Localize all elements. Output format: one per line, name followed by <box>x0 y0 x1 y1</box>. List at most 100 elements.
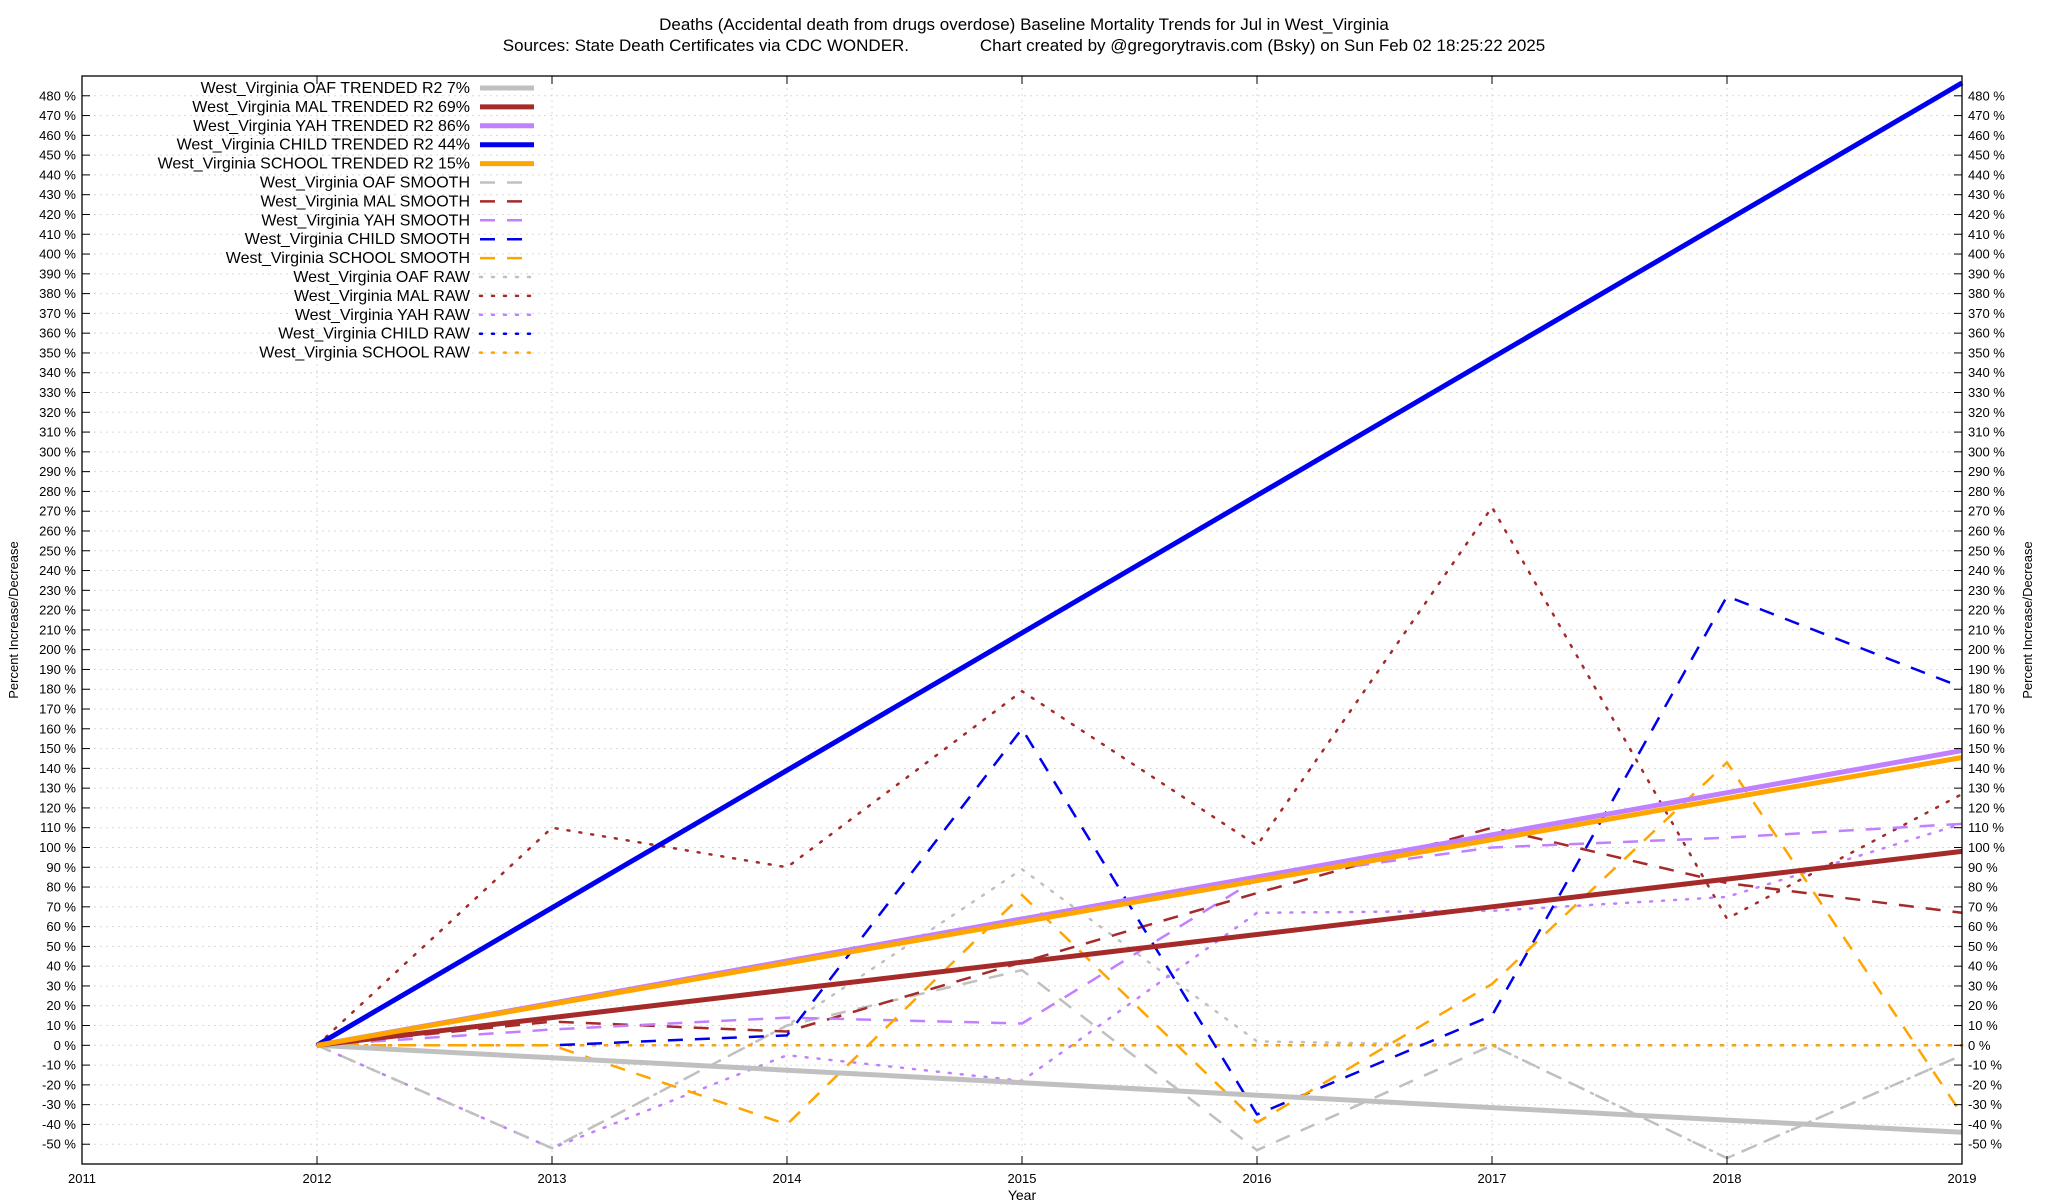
y-tick-label: 250 % <box>39 543 76 558</box>
chart-title-line1: Deaths (Accidental death from drugs over… <box>659 15 1389 34</box>
y-tick-label: 410 % <box>39 227 76 242</box>
y-tick-label-right: 90 % <box>1968 860 1998 875</box>
y-tick-label: 310 % <box>39 425 76 440</box>
y-tick-label: 100 % <box>39 840 76 855</box>
x-tick-label: 2019 <box>1948 1171 1977 1186</box>
y-tick-label: 30 % <box>46 978 76 993</box>
y-tick-label: 130 % <box>39 781 76 796</box>
y-tick-label-right: -40 % <box>1968 1117 2002 1132</box>
y-tick-label-right: 320 % <box>1968 405 2005 420</box>
y-tick-label-right: 250 % <box>1968 543 2005 558</box>
y-tick-label: 240 % <box>39 563 76 578</box>
y-tick-label-right: 0 % <box>1968 1038 1991 1053</box>
series-line-1 <box>316 848 1963 1048</box>
axes: -50 % -50 % -40 % -40 % -30 % -30 % -20 % -20 %… <box>39 76 2005 1186</box>
x-tick-label: 2016 <box>1243 1171 1272 1186</box>
legend-label: West_Virginia YAH SMOOTH <box>261 212 470 229</box>
series-line-11 <box>315 505 1964 1047</box>
legend-label: West_Virginia SCHOOL TRENDED R2 15% <box>158 156 470 173</box>
y-tick-label: 260 % <box>39 523 76 538</box>
y-tick-label-right: 70 % <box>1968 899 1998 914</box>
y-tick-label: 0 % <box>54 1038 77 1053</box>
y-tick-label-right: 400 % <box>1968 247 2005 262</box>
y-tick-label: 360 % <box>39 326 76 341</box>
x-tick-label: 2012 <box>303 1171 332 1186</box>
y-tick-label-right: 370 % <box>1968 306 2005 321</box>
legend-label: West_Virginia MAL TRENDED R2 69% <box>192 99 470 116</box>
legend-label: West_Virginia OAF RAW <box>293 269 471 286</box>
y-tick-label: 110 % <box>40 820 76 835</box>
y-tick-label: 330 % <box>39 385 76 400</box>
y-tick-label: 390 % <box>39 266 76 281</box>
y-tick-label: 270 % <box>39 504 76 519</box>
y-tick-label-right: 60 % <box>1968 919 1998 934</box>
y-tick-label: 400 % <box>39 247 76 262</box>
x-tick-label: 2018 <box>1713 1171 1742 1186</box>
legend: West_Virginia OAF TRENDED R2 7% West_Virg… <box>158 80 536 362</box>
series-line-7 <box>316 822 1963 1047</box>
y-tick-label-right: -50 % <box>1968 1137 2002 1152</box>
y-tick-label: -30 % <box>42 1097 76 1112</box>
y-tick-label: 40 % <box>46 959 76 974</box>
legend-label: West_Virginia YAH RAW <box>295 307 471 324</box>
y-tick-label-right: 130 % <box>1968 781 2005 796</box>
x-tick-label: 2017 <box>1478 1171 1507 1186</box>
y-tick-label-right: 200 % <box>1968 642 2005 657</box>
y-tick-label: 380 % <box>39 286 76 301</box>
y-tick-label: 50 % <box>46 939 76 954</box>
x-tick-label: 2014 <box>773 1171 802 1186</box>
y-tick-label-right: 260 % <box>1968 523 2005 538</box>
y-tick-label-right: 360 % <box>1968 326 2005 341</box>
y-tick-label-right: 440 % <box>1968 167 2005 182</box>
series-line-6 <box>316 826 1963 1047</box>
y-tick-label-right: 290 % <box>1968 464 2005 479</box>
y-tick-label-right: 150 % <box>1968 741 2005 756</box>
y-tick-label-right: 460 % <box>1968 128 2005 143</box>
y-tick-label: 470 % <box>39 108 76 123</box>
y-tick-label: 300 % <box>39 444 76 459</box>
legend-label: West_Virginia OAF TRENDED R2 7% <box>201 80 470 97</box>
series-line-9 <box>317 761 1964 1126</box>
y-tick-label: 280 % <box>39 484 76 499</box>
y-tick-label-right: 410 % <box>1968 227 2005 242</box>
legend-label: West_Virginia SCHOOL RAW <box>259 345 471 362</box>
y-tick-label-right: 80 % <box>1968 880 1998 895</box>
y-tick-label: 450 % <box>39 148 76 163</box>
series-line-4 <box>316 755 1963 1048</box>
y-tick-label-right: 170 % <box>1968 702 2005 717</box>
legend-label: West_Virginia CHILD RAW <box>278 326 471 343</box>
y-tick-label-right: 50 % <box>1968 939 1998 954</box>
legend-label: West_Virginia SCHOOL SMOOTH <box>226 250 470 267</box>
y-tick-label: 350 % <box>39 345 76 360</box>
series-line-5 <box>316 968 1963 1160</box>
x-tick-label: 2015 <box>1008 1171 1037 1186</box>
legend-label: West_Virginia MAL RAW <box>294 288 471 305</box>
y-tick-label-right: 180 % <box>1968 682 2005 697</box>
y-tick-label-right: 220 % <box>1968 603 2005 618</box>
y-tick-label-right: -10 % <box>1968 1058 2002 1073</box>
x-axis-label: Year <box>1008 1187 1037 1200</box>
legend-label: West_Virginia CHILD SMOOTH <box>245 231 470 248</box>
chart-title-line2: Sources: State Death Certificates via CD… <box>502 36 1546 55</box>
y-tick-label: 230 % <box>39 583 76 598</box>
y-tick-label: 60 % <box>46 919 76 934</box>
y-tick-label: 70 % <box>46 899 76 914</box>
y-tick-label: 200 % <box>39 642 76 657</box>
x-tick-label: 2011 <box>68 1171 96 1186</box>
y-tick-label-right: 160 % <box>1968 721 2005 736</box>
y-tick-label: 340 % <box>39 365 76 380</box>
y-tick-label: 460 % <box>39 128 76 143</box>
y-tick-label-right: 310 % <box>1968 425 2005 440</box>
y-tick-label-right: 40 % <box>1968 959 1998 974</box>
y-tick-label-right: 300 % <box>1968 444 2005 459</box>
y-tick-label: 480 % <box>39 88 76 103</box>
y-tick-label-right: 230 % <box>1968 583 2005 598</box>
y-tick-label-right: 10 % <box>1968 1018 1998 1033</box>
y-tick-label: 320 % <box>39 405 76 420</box>
y-tick-label-right: 420 % <box>1968 207 2005 222</box>
y-tick-label: -50 % <box>42 1137 76 1152</box>
y-tick-label-right: 120 % <box>1968 800 2005 815</box>
legend-label: West_Virginia CHILD TRENDED R2 44% <box>177 137 470 154</box>
y-tick-label-right: 190 % <box>1968 662 2005 677</box>
